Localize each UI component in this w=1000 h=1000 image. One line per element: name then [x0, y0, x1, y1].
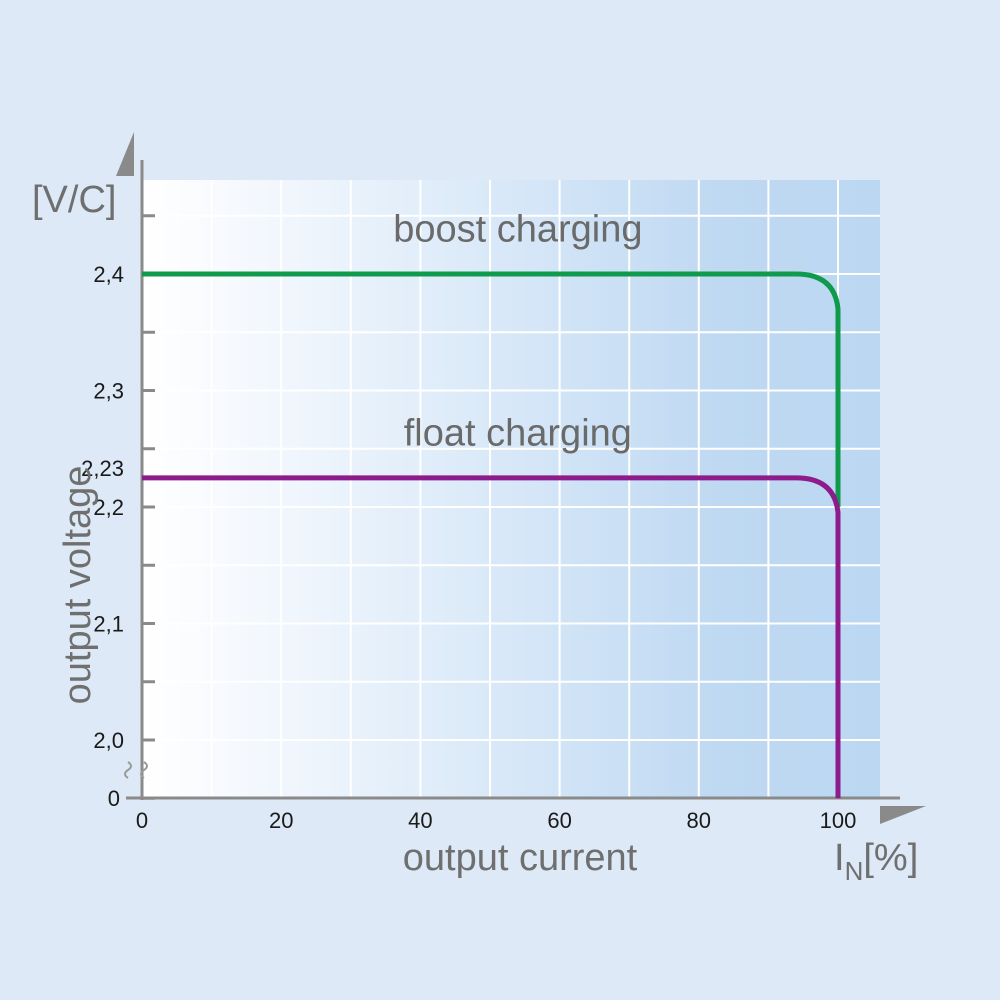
- series-line: [142, 271, 841, 507]
- y-tick-label: 2,3: [93, 379, 124, 404]
- y-tick-label: 2,1: [93, 612, 124, 637]
- axis-break-mark: [124, 761, 148, 779]
- series-annotation: boost charging: [393, 208, 642, 250]
- x-tick-label: 80: [687, 808, 711, 833]
- y-axis-arrow: [116, 132, 134, 176]
- x-tick-label: 40: [408, 808, 432, 833]
- x-axis-arrow: [880, 806, 926, 824]
- y-zero-label: 0: [108, 786, 120, 811]
- x-tick-label: 100: [820, 808, 857, 833]
- y-axis-title: output voltage: [57, 466, 99, 705]
- labels: [V/C] output voltage output current IN[%…: [32, 179, 918, 886]
- y-unit-label: [V/C]: [32, 179, 116, 221]
- x-unit-bracket: [%]: [863, 837, 918, 879]
- x-tick-label: 20: [269, 808, 293, 833]
- series-line: [142, 475, 841, 799]
- y-tick-label: 2,4: [93, 262, 124, 287]
- x-unit-symbol: I: [834, 837, 845, 879]
- curves: [142, 271, 841, 799]
- y-tick-label: 2,2: [93, 495, 124, 520]
- x-unit-label: IN[%]: [834, 837, 918, 886]
- tick-marks: 0 20 40 60 80 100 2,0 2,1 2,2 2,3 2,4 2,23: [81, 214, 857, 833]
- x-unit-subscript: N: [845, 856, 864, 886]
- plot-background: [142, 180, 880, 798]
- series-annotation: float charging: [404, 412, 632, 454]
- x-tick-label: 0: [136, 808, 148, 833]
- y-tick-label: 2,0: [93, 728, 124, 753]
- x-tick-label: 60: [547, 808, 571, 833]
- x-axis-title: output current: [403, 837, 638, 879]
- y-tick-label-extra: 2,23: [81, 456, 124, 481]
